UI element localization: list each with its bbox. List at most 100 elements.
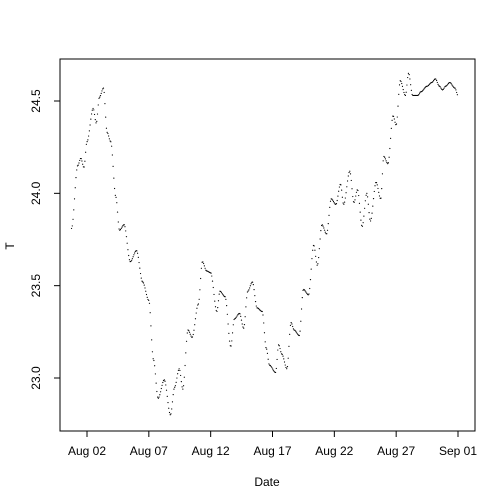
data-point bbox=[329, 206, 331, 208]
data-point bbox=[132, 256, 134, 258]
data-point bbox=[72, 218, 74, 220]
data-point bbox=[141, 280, 143, 282]
data-point bbox=[88, 130, 90, 132]
data-point bbox=[198, 298, 200, 300]
data-point bbox=[211, 280, 214, 282]
data-point bbox=[317, 263, 319, 265]
data-point bbox=[116, 211, 119, 213]
data-point bbox=[393, 118, 395, 120]
data-point bbox=[76, 169, 78, 171]
data-point bbox=[147, 298, 149, 301]
data-point bbox=[455, 89, 457, 91]
data-point bbox=[131, 258, 133, 260]
data-point bbox=[320, 230, 322, 232]
data-point bbox=[392, 115, 395, 118]
data-point bbox=[143, 284, 145, 286]
data-point bbox=[300, 308, 303, 310]
data-point bbox=[443, 87, 445, 89]
data-point bbox=[332, 200, 335, 203]
data-point bbox=[326, 229, 329, 231]
data-point bbox=[309, 287, 311, 290]
data-point bbox=[289, 333, 291, 335]
data-point bbox=[195, 312, 197, 314]
data-point bbox=[442, 88, 444, 90]
data-point bbox=[386, 162, 388, 164]
data-point bbox=[423, 88, 425, 90]
data-point bbox=[390, 137, 392, 139]
data-point bbox=[134, 252, 136, 254]
data-point bbox=[190, 335, 192, 337]
data-point bbox=[218, 293, 220, 295]
data-point bbox=[427, 84, 430, 87]
data-point bbox=[155, 382, 157, 384]
data-point bbox=[226, 313, 228, 315]
data-point bbox=[123, 224, 125, 226]
data-point bbox=[210, 272, 212, 274]
data-point bbox=[266, 348, 268, 350]
data-point bbox=[92, 107, 94, 110]
data-point bbox=[113, 177, 115, 179]
data-point bbox=[249, 287, 251, 289]
data-point bbox=[174, 386, 176, 388]
data-point bbox=[289, 324, 292, 326]
data-point bbox=[432, 81, 434, 83]
data-point bbox=[106, 131, 108, 133]
data-point bbox=[395, 123, 398, 125]
data-point bbox=[161, 384, 163, 386]
data-point bbox=[171, 408, 173, 410]
data-point bbox=[94, 118, 96, 121]
data-point bbox=[165, 384, 167, 386]
data-point bbox=[149, 312, 151, 314]
data-point bbox=[107, 132, 109, 135]
data-point bbox=[137, 256, 139, 258]
data-point bbox=[151, 351, 154, 353]
data-point bbox=[203, 265, 205, 267]
data-point bbox=[163, 379, 165, 381]
data-point bbox=[381, 173, 384, 175]
data-point bbox=[114, 194, 116, 196]
data-point bbox=[154, 365, 156, 367]
data-point bbox=[258, 308, 260, 310]
data-point bbox=[378, 191, 380, 193]
data-point bbox=[286, 366, 289, 368]
data-point bbox=[450, 82, 452, 84]
data-point bbox=[148, 302, 151, 304]
data-point bbox=[451, 84, 453, 86]
data-point bbox=[80, 158, 82, 160]
x-tick-label: Aug 22 bbox=[315, 444, 353, 458]
data-point bbox=[145, 293, 148, 296]
data-point bbox=[108, 138, 110, 140]
data-point bbox=[294, 329, 296, 331]
data-point bbox=[411, 93, 413, 96]
data-point bbox=[277, 349, 279, 351]
data-point bbox=[133, 254, 135, 256]
data-point bbox=[281, 353, 283, 355]
data-point bbox=[241, 323, 243, 325]
data-point bbox=[157, 396, 159, 398]
data-point bbox=[199, 289, 201, 291]
data-point bbox=[156, 390, 158, 393]
x-axis-title: Date bbox=[254, 475, 280, 489]
data-point bbox=[192, 333, 194, 336]
data-point bbox=[421, 90, 424, 92]
data-point bbox=[109, 140, 111, 142]
data-point bbox=[217, 307, 219, 309]
data-point bbox=[272, 369, 274, 371]
data-point bbox=[159, 391, 162, 393]
data-point bbox=[165, 389, 168, 391]
y-tick-label: 23.0 bbox=[29, 366, 43, 390]
data-point bbox=[363, 215, 365, 217]
data-point bbox=[70, 227, 73, 230]
data-point bbox=[138, 261, 140, 264]
data-point bbox=[77, 164, 79, 166]
data-point bbox=[336, 199, 338, 202]
data-point bbox=[291, 323, 293, 325]
data-point bbox=[345, 192, 347, 194]
data-point bbox=[265, 347, 267, 349]
x-tick-label: Aug 07 bbox=[130, 444, 168, 458]
data-point bbox=[366, 192, 368, 194]
data-point bbox=[173, 388, 175, 390]
data-point bbox=[205, 269, 207, 271]
data-point bbox=[179, 369, 181, 372]
